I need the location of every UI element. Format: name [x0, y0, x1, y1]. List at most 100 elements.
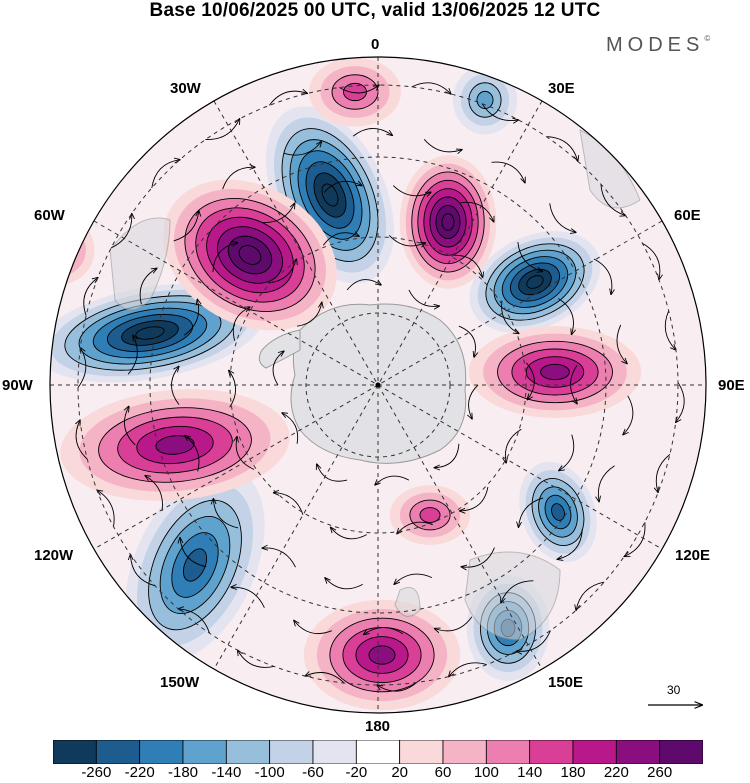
- negative-anomaly-contour: [476, 90, 494, 110]
- wind-streamline: [434, 443, 460, 468]
- colorbar-swatch: [95, 740, 141, 764]
- lon-label-150e: 150E: [548, 674, 584, 691]
- map-title: Base 10/06/2025 00 UTC, valid 13/06/2025…: [149, 0, 601, 21]
- wind-streamline: [222, 167, 256, 190]
- wind-streamline: [676, 382, 685, 423]
- wind-streamline: [557, 529, 583, 559]
- colorbar-tick-label: 220: [603, 764, 629, 781]
- wind-streamline: [131, 555, 156, 587]
- wind-streamline: [449, 662, 487, 677]
- negative-anomaly-contour: [321, 183, 339, 207]
- negative-anomaly-contour: [182, 548, 208, 582]
- wind-streamline: [519, 497, 544, 527]
- wind-streamline: [331, 527, 367, 540]
- wind-streamline: [97, 490, 115, 527]
- positive-anomaly-contour: [343, 82, 367, 102]
- wind-streamline: [352, 128, 392, 137]
- brand-mark: ©: [704, 34, 711, 43]
- wind-streamline: [185, 436, 200, 472]
- colorbar-swatch: [442, 740, 487, 764]
- wind-streamline: [664, 310, 676, 350]
- wind-streamline: [616, 324, 627, 364]
- wind-streamline: [461, 547, 495, 568]
- colorbar-swatch: [53, 740, 97, 764]
- colorbar-tick-label: 60: [434, 764, 452, 781]
- colorbar: [53, 740, 703, 764]
- positive-anomaly-contour: [50, 240, 70, 260]
- wind-streamline: [139, 268, 157, 305]
- wind-streamline: [576, 581, 605, 610]
- wind-streamlines: [76, 82, 685, 692]
- wind-streamline: [294, 620, 332, 634]
- wind-streamline: [377, 682, 417, 692]
- reference-vector-label: 30: [667, 683, 681, 697]
- wind-streamline: [212, 243, 238, 273]
- colorbar-tick-label: -220: [124, 764, 155, 781]
- wind-streamline: [111, 214, 132, 249]
- brand-name: MODES: [606, 34, 705, 56]
- wind-streamline: [339, 85, 379, 94]
- wind-streamline: [558, 298, 573, 335]
- anomaly-field: [50, 57, 642, 711]
- colorbar-swatch: [139, 740, 184, 764]
- wind-streamline: [83, 278, 98, 316]
- wind-streamline: [375, 475, 410, 485]
- wind-streamline: [435, 616, 473, 631]
- wind-streamline: [322, 233, 359, 246]
- lon-label-120w: 120W: [34, 547, 74, 564]
- colorbar-tick-label: -260: [81, 764, 112, 781]
- wind-streamline: [392, 185, 431, 196]
- wind-streamline: [317, 464, 348, 482]
- wind-streamline: [600, 184, 626, 215]
- wind-streamline: [469, 384, 479, 419]
- colorbar-tick-label: 180: [560, 764, 586, 781]
- wind-streamline: [593, 258, 612, 294]
- wind-streamline: [124, 406, 136, 446]
- negative-anomaly-contour: [526, 275, 544, 289]
- wind-streamline: [76, 420, 88, 460]
- negative-anomaly-contour: [551, 503, 565, 521]
- colorbar-tick-label: -60: [302, 764, 324, 781]
- wind-streamline: [323, 181, 362, 193]
- wind-streamline: [453, 254, 483, 277]
- colorbar-tick-label: 140: [517, 764, 543, 781]
- lon-label-120e: 120E: [675, 547, 711, 564]
- wind-streamline: [481, 103, 518, 121]
- colorbar-tick-label: 260: [647, 764, 673, 781]
- positive-anomaly-contour: [441, 213, 455, 231]
- wind-streamline: [151, 160, 180, 188]
- colorbar-tick-label: -140: [211, 764, 242, 781]
- colorbar-swatch: [529, 740, 574, 764]
- wind-streamline: [261, 203, 295, 223]
- continent-outlines: [109, 129, 641, 641]
- lon-label-90e: 90E: [718, 377, 745, 394]
- wind-streamline: [505, 428, 522, 463]
- colorbar-tick-label: 100: [473, 764, 499, 781]
- wind-streamline: [180, 538, 207, 568]
- colorbar-swatch: [399, 740, 444, 764]
- wind-streamline: [549, 203, 576, 232]
- wind-streamline: [517, 242, 543, 271]
- wind-streamline: [178, 609, 211, 634]
- colorbar-tick-label: -180: [167, 764, 199, 781]
- colorbar-swatch: [225, 740, 271, 764]
- wind-streamline: [238, 650, 275, 668]
- lon-label-60w: 60W: [34, 207, 65, 224]
- wind-streamline: [423, 139, 462, 152]
- wind-streamline: [229, 370, 237, 408]
- colorbar-swatch: [572, 740, 617, 764]
- wind-streamline: [388, 235, 425, 246]
- modes-logo: MODES©: [606, 34, 710, 57]
- wind-streamline: [231, 587, 265, 608]
- wind-streamline: [127, 335, 137, 375]
- wind-streamline: [364, 627, 404, 635]
- wind-streamline: [236, 437, 255, 470]
- wind-streamline: [624, 522, 646, 556]
- wind-streamline: [268, 91, 307, 106]
- wind-streamline: [213, 499, 239, 529]
- wind-streamline: [408, 289, 439, 307]
- wind-streamline: [173, 211, 199, 242]
- map-disk: [50, 57, 706, 713]
- lon-label-30e: 30E: [548, 80, 575, 97]
- positive-anomaly-contour: [368, 645, 396, 665]
